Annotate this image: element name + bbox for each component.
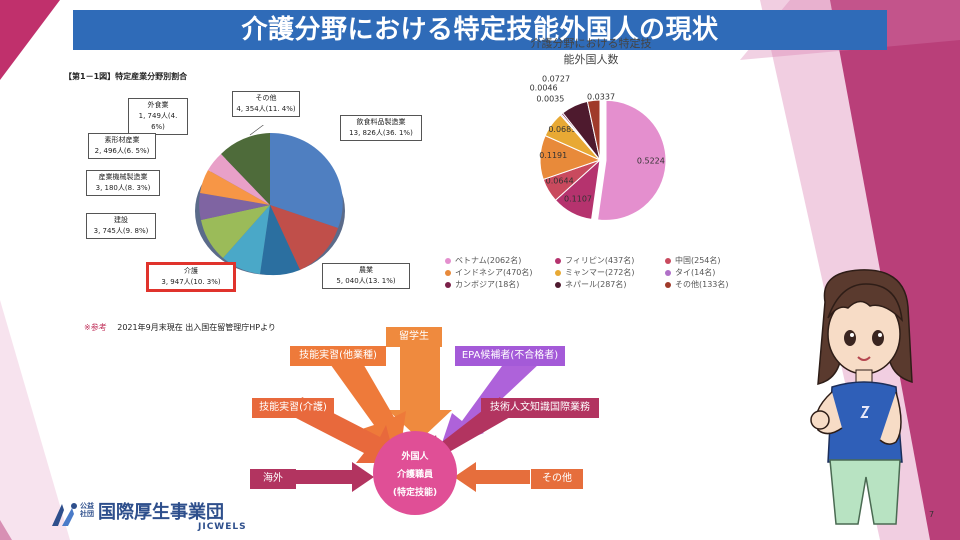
pie-label-food-manufacturing: 飲食料品製造業 13, 826人(36. 1%) bbox=[340, 115, 422, 141]
legend-item: インドネシア(470名) bbox=[445, 267, 555, 278]
pie-value-label: 0.0337 bbox=[587, 92, 615, 101]
right-chart-title: 介護分野における特定技能外国人数 bbox=[530, 37, 652, 66]
pie-value-label: 0.0035 bbox=[536, 94, 564, 103]
left-chart-heading: 【第1－1図】特定産業分野別割合 bbox=[64, 72, 188, 81]
legend-item: ミャンマー(272名) bbox=[555, 267, 665, 278]
center-text: 外国人 介護職員 (特定技能) bbox=[375, 448, 455, 502]
legend-item: 中国(254名) bbox=[665, 255, 755, 266]
legend-item: ネパール(287名) bbox=[555, 279, 665, 290]
pie-label-value: 4, 354人(11. 4%) bbox=[236, 105, 296, 113]
pie-label-name: 外食業 bbox=[147, 101, 169, 109]
label-kaigai: 海外 bbox=[250, 469, 296, 489]
label-ginou-kaigo: 技能実習(介護) bbox=[252, 398, 334, 418]
legend-label: ミャンマー(272名) bbox=[565, 268, 635, 277]
pie-value-label: 0.5224 bbox=[637, 157, 665, 166]
pie-label-materials: 素形材産業 2, 496人(6. 5%) bbox=[88, 133, 156, 159]
legend-dot bbox=[665, 269, 671, 276]
legend-dot bbox=[555, 257, 561, 264]
pie-label-value: 3, 180人(8. 3%) bbox=[95, 184, 151, 192]
chart-legend: ベトナム(2062名) フィリピン(437名) 中国(254名) インドネシア(470… bbox=[445, 255, 755, 290]
label-ryugakusei: 留学生 bbox=[386, 327, 442, 347]
pie-value-label: 0.0644 bbox=[546, 177, 574, 186]
pie-value-label: 0.0046 bbox=[530, 83, 558, 92]
pie-label-name: 農業 bbox=[359, 266, 373, 274]
pie-label-agriculture: 農業 5, 040人(13. 1%) bbox=[322, 263, 410, 289]
legend-label: 中国(254名) bbox=[675, 256, 721, 265]
pie-label-care: 介護 3, 947人(10. 3%) bbox=[146, 262, 236, 292]
legend-item: カンボジア(18名) bbox=[445, 279, 555, 290]
arrow-kaigai bbox=[296, 462, 374, 492]
pie-label-value: 1, 749人(4. 6%) bbox=[138, 112, 178, 131]
logo-name: 国際厚生事業団 bbox=[98, 502, 224, 523]
legend-label: インドネシア(470名) bbox=[455, 268, 533, 277]
center-line-3: (特定技能) bbox=[392, 488, 438, 498]
legend-dot bbox=[555, 281, 561, 288]
pie-label-name: 産業機械製造業 bbox=[98, 173, 148, 181]
pie-slice bbox=[597, 99, 667, 221]
legend-label: タイ(14名) bbox=[675, 268, 716, 277]
legend-item: フィリピン(437名) bbox=[555, 255, 665, 266]
label-epa: EPA候補者(不合格者) bbox=[455, 346, 565, 366]
pie-slice bbox=[586, 99, 601, 161]
source-text: 2021年9月末現在 出入国在留管理庁HPより bbox=[117, 323, 276, 332]
center-line-1: 外国人 bbox=[401, 452, 429, 462]
label-ginou-other: 技能実習(他業種) bbox=[290, 346, 386, 366]
source-note: ※参考 2021年9月末現在 出入国在留管理庁HPより bbox=[84, 322, 276, 333]
pie-label-name: その他 bbox=[255, 94, 277, 102]
pie-value-label: 0.0727 bbox=[542, 75, 570, 84]
legend-label: ベトナム(2062名) bbox=[455, 256, 522, 265]
legend-dot bbox=[445, 269, 451, 276]
organization-logo: 公益社団 国際厚生事業団 JICWELS bbox=[48, 498, 258, 534]
legend-label: カンボジア(18名) bbox=[455, 280, 520, 289]
pie-label-value: 5, 040人(13. 1%) bbox=[336, 277, 396, 285]
label-sonota: その他 bbox=[531, 469, 583, 489]
slide-title: 介護分野における特定技能外国人の現状 bbox=[73, 10, 887, 50]
pie-label-name: 素形材産業 bbox=[104, 136, 140, 144]
pie-value-label: 0.1107 bbox=[564, 194, 592, 203]
nationality-pie-chart: 0.5224 0.1107 0.0644 0.1191 0.0689 0.0035 0.00… bbox=[530, 75, 667, 221]
pie-value-label: 0.0689 bbox=[548, 125, 576, 134]
logo-mark-icon bbox=[52, 503, 77, 526]
caregiver-illustration bbox=[810, 269, 913, 525]
center-circle bbox=[373, 431, 457, 515]
reference-mark: ※参考 bbox=[84, 323, 107, 332]
legend-item: その他(133名) bbox=[665, 279, 755, 290]
pie-label-sonota: その他 4, 354人(11. 4%) bbox=[232, 91, 300, 117]
legend-item: ベトナム(2062名) bbox=[445, 255, 555, 266]
pie-label-restaurant: 外食業 1, 749人(4. 6%) bbox=[128, 98, 188, 135]
pie-label-name: 飲食料品製造業 bbox=[356, 118, 406, 126]
pie-label-value: 3, 745人(9. 8%) bbox=[93, 227, 149, 235]
legend-item: タイ(14名) bbox=[665, 267, 755, 278]
pie-label-value: 2, 496人(6. 5%) bbox=[94, 147, 150, 155]
legend-dot bbox=[665, 257, 671, 264]
pie-label-name: 建設 bbox=[114, 216, 128, 224]
page-number: 7 bbox=[929, 510, 935, 519]
legend-dot bbox=[445, 257, 451, 264]
industry-pie-chart bbox=[195, 125, 345, 276]
legend-dot bbox=[445, 281, 451, 288]
pie-label-value: 13, 826人(36. 1%) bbox=[349, 129, 413, 137]
pie-label-name: 介護 bbox=[184, 267, 198, 275]
pie-label-construction: 建設 3, 745人(9. 8%) bbox=[86, 213, 156, 239]
logo-badge: 公益社団 bbox=[80, 502, 94, 518]
pie-value-label: 0.1191 bbox=[539, 151, 567, 160]
arrow-sonota bbox=[454, 462, 530, 492]
label-gijinkoku: 技術人文知識国際業務 bbox=[481, 398, 599, 418]
pie-label-value: 3, 947人(10. 3%) bbox=[161, 278, 221, 286]
legend-dot bbox=[555, 269, 561, 276]
pie-label-machinery: 産業機械製造業 3, 180人(8. 3%) bbox=[86, 170, 160, 196]
legend-label: フィリピン(437名) bbox=[565, 256, 635, 265]
legend-label: その他(133名) bbox=[675, 280, 729, 289]
legend-dot bbox=[665, 281, 671, 288]
legend-label: ネパール(287名) bbox=[565, 280, 627, 289]
center-line-2: 介護職員 bbox=[396, 470, 433, 480]
logo-abbr: JICWELS bbox=[198, 522, 247, 532]
